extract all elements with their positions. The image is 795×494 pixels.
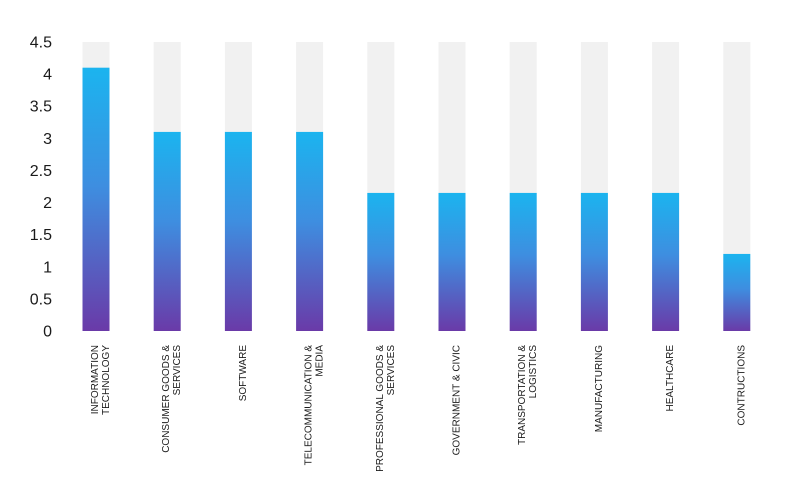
bar (224, 131, 252, 331)
y-tick-label: 4 (43, 67, 52, 84)
x-tick-label-line: SOFTWARE (238, 345, 249, 402)
x-tick-label: GOVERNMENT & CIVIC (452, 345, 463, 455)
bar (82, 67, 110, 331)
x-tick-label-line: LOGISTICS (528, 345, 539, 399)
y-tick-label: 1.5 (30, 227, 52, 244)
x-tick-label-line: MEDIA (315, 345, 326, 377)
y-tick-label: 2.5 (30, 163, 52, 180)
bars (82, 67, 751, 331)
y-tick-label: 1 (43, 259, 52, 276)
x-tick-label-line: SERVICES (386, 345, 397, 396)
y-tick-label: 4.5 (30, 35, 52, 52)
x-axis: INFORMATIONTECHNOLOGY CONSUMER GOODS &SER… (90, 345, 747, 472)
bar-tracks (82, 42, 751, 331)
y-axis: 0 0.5 1 1.5 2 2.5 3 3.5 4 4.5 (30, 35, 52, 341)
bar (723, 253, 751, 331)
x-tick-label: TRANSPORTATION &LOGISTICS (517, 345, 539, 445)
bar (296, 131, 324, 331)
x-tick-label-line: TECHNOLOGY (101, 345, 112, 415)
x-tick-label-line: MANUFACTURING (594, 345, 605, 432)
x-tick-label-line: CONTRUCTIONS (736, 345, 747, 426)
x-tick-label: INFORMATIONTECHNOLOGY (90, 345, 112, 415)
x-tick-label: TELECOMMUNICATION &MEDIA (304, 345, 326, 466)
y-tick-label: 0 (43, 324, 52, 341)
x-tick-label: CONTRUCTIONS (736, 345, 747, 426)
y-tick-label: 2 (43, 195, 52, 212)
bar (367, 192, 395, 331)
x-tick-label-line: INFORMATION (90, 345, 101, 414)
x-tick-label: HEALTHCARE (665, 345, 676, 412)
x-tick-label-line: TRANSPORTATION & (517, 345, 528, 445)
y-tick-label: 0.5 (30, 291, 52, 308)
y-tick-label: 3.5 (30, 99, 52, 116)
x-tick-label-line: HEALTHCARE (665, 345, 676, 412)
x-tick-label: MANUFACTURING (594, 345, 605, 432)
x-tick-label-line: SERVICES (172, 345, 183, 396)
x-tick-label: SOFTWARE (238, 345, 249, 402)
x-tick-label-line: PROFESSIONAL GOODS & (375, 345, 386, 472)
bar (509, 192, 537, 331)
bar (153, 131, 181, 331)
bar (652, 192, 680, 331)
bar (580, 192, 608, 331)
x-tick-label-line: CONSUMER GOODS & (161, 345, 172, 453)
x-tick-label-line: TELECOMMUNICATION & (304, 345, 315, 466)
x-tick-label: PROFESSIONAL GOODS &SERVICES (375, 345, 397, 472)
y-tick-label: 3 (43, 131, 52, 148)
x-tick-label: CONSUMER GOODS &SERVICES (161, 345, 183, 453)
x-tick-label-line: GOVERNMENT & CIVIC (452, 345, 463, 455)
bar (438, 192, 466, 331)
